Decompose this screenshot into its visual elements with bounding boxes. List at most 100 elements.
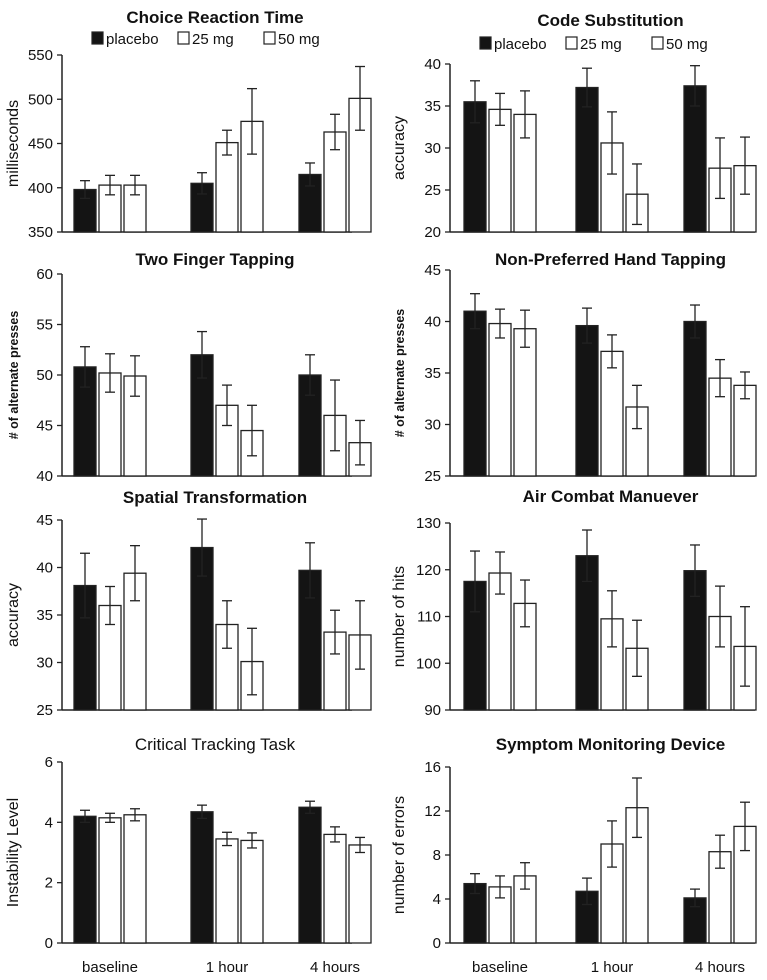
y-axis-label: accuracy	[391, 116, 408, 180]
y-tick-label: 500	[28, 91, 53, 108]
y-tick-label: 2	[45, 875, 53, 892]
y-axis-label: number of hits	[391, 566, 408, 667]
bar-25mg-2	[215, 838, 239, 944]
bar-25mg-1	[488, 108, 512, 233]
bar-placebo-2	[190, 811, 214, 944]
chart-panel-4: Non-Preferred Hand Tapping 25 30 35 40 45 # of…	[393, 250, 757, 485]
chart-title: Critical Tracking Task	[135, 735, 296, 754]
bar-placebo-3	[683, 85, 707, 233]
bar-placebo-2	[575, 86, 599, 233]
bar-25mg-1	[98, 817, 122, 944]
y-axis-label: number of errors	[391, 796, 408, 914]
bar-50mg-1	[513, 328, 537, 477]
legend-swatch-3	[651, 36, 664, 50]
x-tick-label: 4 hours	[695, 959, 745, 976]
chart-title: Non-Preferred Hand Tapping	[495, 250, 726, 269]
x-tick-label: 1 hour	[206, 959, 249, 976]
x-tick-label: 1 hour	[591, 959, 634, 976]
y-axis-label: accuracy	[5, 583, 22, 647]
legend-label: placebo	[494, 36, 547, 53]
y-tick-label: 30	[424, 140, 441, 157]
y-tick-label: 40	[424, 314, 441, 331]
y-tick-label: 35	[36, 607, 53, 624]
y-tick-label: 130	[416, 515, 441, 532]
y-tick-label: 120	[416, 562, 441, 579]
legend-label: 25 mg	[580, 36, 622, 53]
x-tick-label: baseline	[82, 959, 138, 976]
y-axis-label: # of alternate presses	[7, 311, 21, 440]
bar-50mg-2	[240, 839, 264, 944]
y-tick-label: 45	[36, 418, 53, 435]
y-tick-label: 50	[36, 367, 53, 384]
chart-panel-2: Code Substitution 20 25 30 35 40 accuracy place…	[391, 11, 757, 241]
legend-label: 50 mg	[278, 31, 320, 48]
y-tick-label: 20	[424, 224, 441, 241]
y-tick-label: 100	[416, 655, 441, 672]
bar-placebo-3	[683, 320, 707, 477]
legend-label: placebo	[106, 31, 159, 48]
y-tick-label: 0	[433, 935, 441, 952]
bar-50mg-3	[348, 844, 372, 944]
y-tick-label: 25	[424, 468, 441, 485]
y-tick-label: 45	[424, 262, 441, 279]
legend-swatch-2	[565, 36, 578, 50]
y-tick-label: 35	[424, 98, 441, 115]
y-tick-label: 40	[36, 468, 53, 485]
legend-swatch-1	[91, 31, 104, 45]
bar-placebo-3	[298, 806, 322, 944]
x-tick-label: 4 hours	[310, 959, 360, 976]
y-tick-label: 8	[433, 847, 441, 864]
chart-title: Spatial Transformation	[123, 488, 307, 507]
legend-swatch-3	[263, 31, 276, 45]
y-tick-label: 40	[424, 56, 441, 73]
chart-title: Air Combat Manuever	[523, 487, 699, 506]
legend-label: 25 mg	[192, 31, 234, 48]
y-tick-label: 12	[424, 803, 441, 820]
y-tick-label: 16	[424, 759, 441, 776]
legend-swatch-1	[479, 36, 492, 50]
chart-title: Code Substitution	[537, 11, 683, 30]
y-tick-label: 55	[36, 317, 53, 334]
chart-title: Symptom Monitoring Device	[496, 735, 726, 754]
bar-placebo-2	[575, 324, 599, 477]
chart-panel-7: Critical Tracking Task 0 2 4 6 Instability Le…	[5, 735, 372, 976]
y-axis-label: milliseconds	[5, 100, 22, 187]
y-tick-label: 25	[424, 182, 441, 199]
chart-panel-6: Air Combat Manuever 90 100 110 120 130 number …	[391, 487, 757, 719]
legend: placebo 25 mg 50 mg	[479, 36, 708, 53]
y-tick-label: 35	[424, 365, 441, 382]
bar-25mg-3	[323, 833, 347, 944]
y-tick-label: 30	[36, 655, 53, 672]
y-tick-label: 40	[36, 560, 53, 577]
y-tick-label: 25	[36, 702, 53, 719]
y-tick-label: 60	[36, 266, 53, 283]
legend-label: 50 mg	[666, 36, 708, 53]
legend: placebo 25 mg 50 mg	[91, 31, 320, 48]
y-tick-label: 400	[28, 180, 53, 197]
y-tick-label: 45	[36, 512, 53, 529]
chart-panel-1: Choice Reaction Time 350 400 450 500 550 milli…	[5, 8, 372, 241]
y-tick-label: 4	[433, 891, 441, 908]
y-tick-label: 90	[424, 702, 441, 719]
chart-panel-8: Symptom Monitoring Device 0 4 8 12 16 number o…	[391, 735, 757, 976]
bar-25mg-2	[600, 350, 624, 477]
y-axis-label: # of alternate presses	[393, 309, 407, 438]
y-tick-label: 350	[28, 224, 53, 241]
bar-25mg-2	[215, 141, 239, 233]
bar-25mg-1	[488, 322, 512, 477]
y-tick-label: 6	[45, 754, 53, 771]
y-tick-label: 4	[45, 814, 53, 831]
chart-panel-5: Spatial Transformation 25 30 35 40 45 accuracy	[5, 488, 372, 719]
chart-panel-3: Two Finger Tapping 40 45 50 55 60 # of alterna…	[7, 250, 372, 485]
y-tick-label: 0	[45, 935, 53, 952]
legend-swatch-2	[177, 31, 190, 45]
bar-placebo-1	[463, 310, 487, 477]
x-tick-label: baseline	[472, 959, 528, 976]
chart-title: Two Finger Tapping	[136, 250, 295, 269]
y-tick-label: 550	[28, 47, 53, 64]
bar-50mg-1	[123, 814, 147, 944]
chart-title: Choice Reaction Time	[126, 8, 303, 27]
y-tick-label: 30	[424, 417, 441, 434]
y-tick-label: 110	[417, 609, 441, 626]
